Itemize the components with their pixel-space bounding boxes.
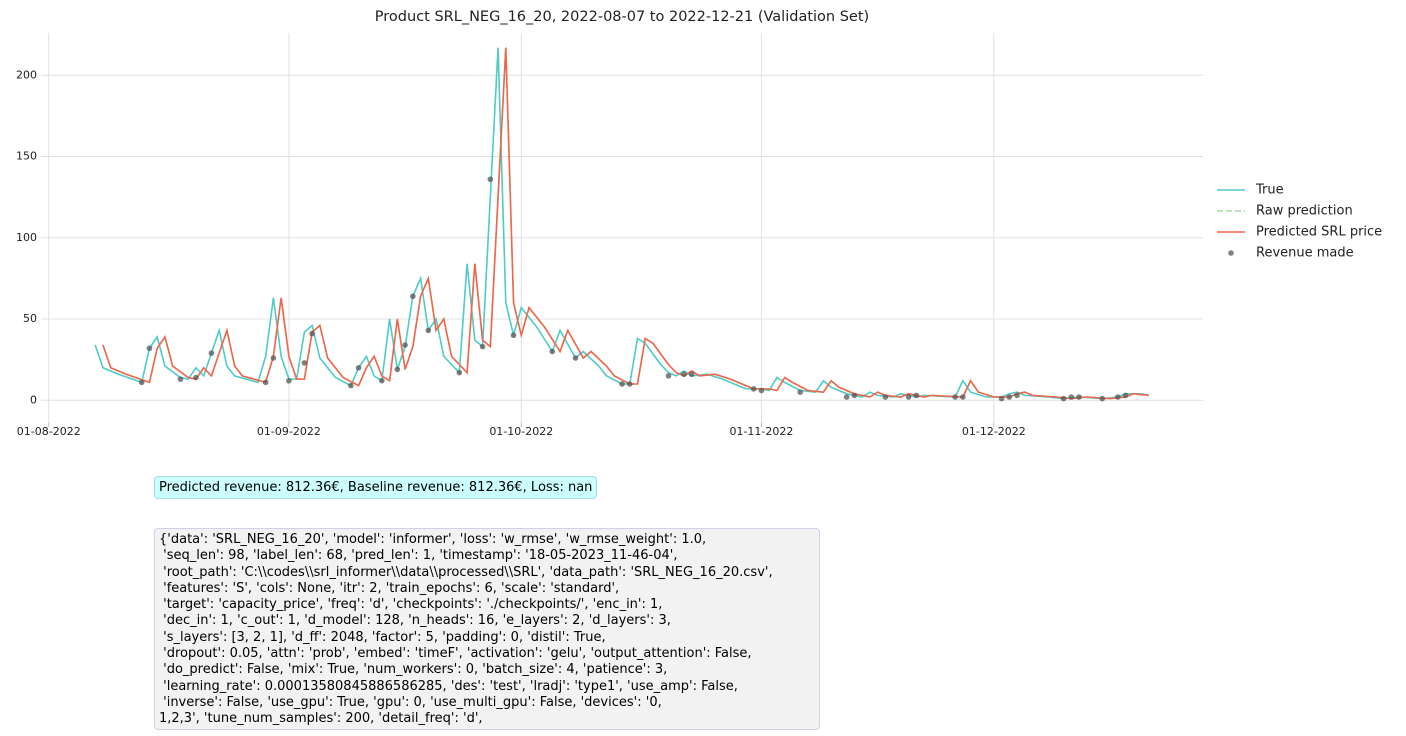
config-line: 'learning_rate': 0.00013580845886586285,… — [159, 678, 738, 694]
y-tick-label: 100 — [16, 231, 37, 244]
revenue-dot — [750, 386, 757, 392]
y-tick-label: 0 — [30, 393, 37, 406]
revenue-dot — [882, 394, 889, 400]
revenue-dot — [410, 293, 416, 300]
config-line: 'dropout': 0.05, 'attn': 'prob', 'embed'… — [159, 646, 752, 662]
x-tick-label: 01-09-2022 — [257, 425, 321, 438]
revenue-dot — [425, 327, 432, 334]
chart-title: Product SRL_NEG_16_20, 2022-08-07 to 202… — [375, 9, 869, 25]
y-tick-label: 200 — [16, 68, 37, 81]
series-line — [94, 47, 1149, 400]
revenue-dot — [1014, 392, 1020, 399]
config-line: 's_layers': [3, 2, 1], 'd_ff': 2048, 'fa… — [159, 629, 606, 645]
config-line: 'do_predict': False, 'mix': True, 'num_w… — [159, 662, 668, 678]
revenue-dot — [1060, 395, 1067, 402]
legend-label: True — [1255, 183, 1284, 198]
config-box: {'data': 'SRL_NEG_16_20', 'model': 'info… — [154, 528, 820, 730]
revenue-dot — [1099, 395, 1106, 402]
revenue-dot — [998, 395, 1005, 402]
legend-swatch — [1228, 250, 1234, 256]
config-line: 'inverse': False, 'use_gpu': True, 'gpu'… — [159, 694, 662, 710]
legend-label: Raw prediction — [1256, 204, 1353, 219]
revenue-dot — [905, 394, 912, 400]
revenue-dot — [913, 392, 920, 399]
revenue-dot — [1006, 394, 1013, 400]
revenue-box: Predicted revenue: 812.36€, Baseline rev… — [154, 476, 598, 499]
revenue-dot — [681, 371, 687, 378]
y-tick-label: 50 — [23, 312, 37, 325]
x-tick-label: 01-08-2022 — [17, 425, 81, 438]
revenue-dot — [952, 394, 958, 400]
revenue-dot — [309, 330, 315, 337]
revenue-dot — [402, 342, 408, 348]
config-line: 'dec_in': 1, 'c_out': 1, 'd_model': 128,… — [159, 613, 671, 629]
revenue-dot — [193, 374, 199, 381]
config-line: 'seq_len': 98, 'label_len': 68, 'pred_le… — [159, 548, 678, 564]
revenue-dot — [286, 377, 292, 384]
revenue-dot — [301, 360, 308, 366]
revenue-dot — [394, 366, 401, 373]
config-line: {'data': 'SRL_NEG_16_20', 'model': 'info… — [159, 532, 707, 547]
revenue-dot — [262, 379, 269, 386]
revenue-dot — [960, 394, 966, 400]
revenue-dot — [479, 343, 486, 350]
config-line: 1,2,3', 'tune_num_samples': 200, 'detail… — [159, 711, 483, 727]
revenue-dot — [1122, 392, 1129, 399]
series-line — [102, 47, 1149, 400]
revenue-dot — [688, 371, 695, 378]
revenue-dot — [348, 382, 354, 389]
revenue-dot — [549, 348, 556, 355]
revenue-dot — [1068, 394, 1075, 400]
x-tick-label: 01-11-2022 — [729, 425, 793, 438]
config-line: 'target': 'capacity_price', 'freq': 'd',… — [159, 597, 663, 613]
revenue-dot — [1076, 394, 1082, 400]
x-tick-label: 01-12-2022 — [962, 425, 1026, 438]
revenue-dot — [619, 381, 625, 387]
revenue-dot — [456, 369, 463, 376]
revenue-dot — [177, 376, 184, 382]
config-line: 'root_path': 'C:\\codes\\srl_informer\\d… — [159, 564, 773, 580]
revenue-dot — [208, 350, 215, 356]
revenue-dot — [797, 389, 803, 395]
revenue-dot — [510, 332, 517, 339]
revenue-dot — [665, 373, 672, 379]
revenue-dot — [379, 377, 385, 384]
revenue-dot — [1114, 394, 1121, 400]
revenue-dot — [487, 176, 494, 183]
chart: Product SRL_NEG_16_20, 2022-08-07 to 202… — [16, 9, 1382, 438]
config-line: 'features': 'S', 'cols': None, 'itr': 2,… — [159, 580, 620, 596]
x-tick-label: 01-10-2022 — [489, 425, 553, 438]
revenue-dot — [758, 387, 765, 394]
revenue-dot — [572, 355, 579, 361]
revenue-dot — [626, 381, 633, 387]
revenue-dot — [843, 394, 850, 400]
revenue-dot — [138, 379, 145, 386]
legend-label: Revenue made — [1256, 246, 1354, 261]
series-line — [102, 47, 1149, 400]
revenue-dot — [270, 355, 277, 361]
revenue-dot — [851, 392, 858, 399]
legend-label: Predicted SRL price — [1256, 225, 1382, 240]
y-tick-label: 150 — [16, 150, 37, 163]
revenue-dot — [146, 345, 153, 352]
revenue-dot — [355, 364, 362, 371]
